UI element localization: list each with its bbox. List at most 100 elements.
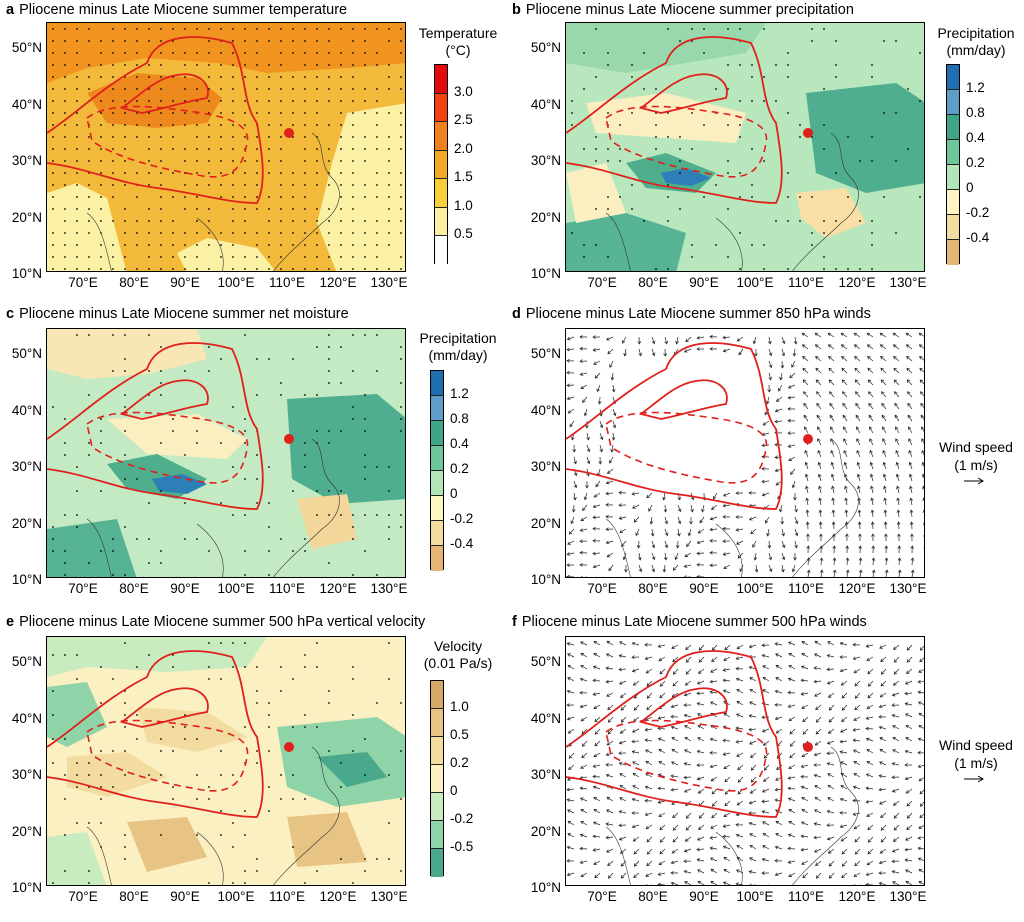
- lat-tick-label: 20°N: [11, 209, 42, 225]
- colorbar-tick-label: 0.5: [454, 226, 473, 242]
- wind-scale-arrow-d: [964, 477, 984, 485]
- lat-tick-label: 30°N: [11, 459, 42, 474]
- lat-tick-label: 10°N: [530, 572, 561, 587]
- colorbar-precipitation-c: [430, 370, 444, 571]
- lon-tick-label: 80°E: [119, 889, 149, 904]
- lat-tick-label: 10°N: [11, 266, 42, 281]
- colorbar-tick-label: 2.5: [454, 112, 473, 128]
- colorbar-tick-label: 0.2: [450, 461, 469, 476]
- coastline: [605, 746, 859, 885]
- site-marker: [803, 434, 813, 444]
- panel-title-b: b Pliocene minus Late Miocene summer prec…: [512, 2, 854, 18]
- colorbar-title-precipitation-b: Precipitation (mm/day): [937, 25, 1015, 58]
- lon-tick-label: 70°E: [68, 581, 98, 596]
- colorbar-tick-label: 1.5: [454, 169, 473, 185]
- lon-tick-label: 90°E: [689, 275, 719, 290]
- colorbar-temperature: [434, 64, 448, 265]
- lat-tick-label: 40°N: [11, 402, 42, 418]
- site-marker: [284, 128, 294, 138]
- lat-tick-label: 10°N: [11, 572, 42, 587]
- colorbar-tick-label: -0.4: [450, 536, 474, 551]
- lon-tick-label: 100°E: [736, 581, 774, 596]
- colorbar-tick-label: 3.0: [454, 83, 473, 99]
- colorbar-tick-label: 0.2: [966, 155, 985, 170]
- temperature-field: [47, 23, 405, 271]
- coastline: [605, 438, 859, 577]
- lon-tick-label: 90°E: [689, 581, 719, 596]
- lon-tick-label: 120°E: [319, 581, 357, 596]
- lat-tick-label: 10°N: [11, 880, 42, 895]
- lon-tick-label: 110°E: [788, 889, 824, 904]
- lon-tick-label: 80°E: [638, 581, 668, 596]
- lat-tick-label: 40°N: [530, 96, 561, 112]
- colorbar-title-temperature: Temperature (°C): [418, 25, 498, 58]
- lon-tick-label: 130°E: [889, 275, 927, 290]
- colorbar-tick-label: -0.4: [966, 230, 990, 245]
- lon-tick-label: 90°E: [689, 889, 719, 904]
- lat-tick-label: 20°N: [11, 515, 42, 531]
- coastline: [86, 438, 340, 577]
- coastline: [86, 132, 340, 271]
- colorbar-tick-label: 1.0: [450, 699, 469, 714]
- plateau-contours: [47, 342, 340, 577]
- lon-tick-label: 110°E: [269, 889, 305, 904]
- lat-tick-label: 20°N: [530, 209, 561, 225]
- lat-tick-label: 40°N: [530, 710, 561, 726]
- lat-tick-label: 50°N: [11, 40, 42, 55]
- lat-tick-label: 30°N: [530, 767, 561, 782]
- site-marker: [803, 128, 813, 138]
- lat-tick-label: 40°N: [11, 710, 42, 726]
- lat-tick-label: 20°N: [530, 823, 561, 839]
- colorbar-tick-label: 1.2: [966, 80, 985, 95]
- map-temperature: [46, 22, 406, 272]
- lat-tick-label: 50°N: [530, 654, 561, 669]
- colorbar-tick-label: -0.2: [450, 511, 474, 526]
- map-500hpa-winds: [565, 636, 925, 886]
- colorbar-tick-label: 0.4: [450, 436, 469, 451]
- lon-tick-label: 130°E: [889, 889, 927, 904]
- lon-tick-label: 100°E: [217, 581, 255, 596]
- wind-scale-arrow-f: [964, 775, 984, 783]
- lon-tick-label: 80°E: [638, 889, 668, 904]
- wind-vectors-850: [566, 332, 924, 577]
- lat-tick-label: 50°N: [11, 346, 42, 361]
- colorbar-tick-label: 1.0: [454, 197, 473, 213]
- plateau-contours: [47, 36, 340, 271]
- colorbar-title-velocity: Velocity (0.01 Pa/s): [423, 638, 493, 671]
- colorbar-tick-label: 0.8: [966, 105, 985, 120]
- coastline: [86, 746, 340, 885]
- colorbar-tick-label: 0: [450, 783, 458, 798]
- plateau-contours: [566, 650, 859, 885]
- colorbar-tick-label: 1.2: [450, 386, 469, 401]
- colorbar-tick-label: 2.0: [454, 140, 473, 156]
- lon-tick-label: 90°E: [170, 275, 200, 290]
- lat-tick-label: 40°N: [11, 96, 42, 112]
- lon-tick-label: 120°E: [838, 581, 876, 596]
- lon-tick-label: 130°E: [889, 581, 927, 596]
- lat-tick-label: 40°N: [530, 402, 561, 418]
- plateau-contours: [566, 342, 859, 577]
- winds-850-field: [566, 329, 924, 577]
- lat-tick-label: 30°N: [11, 153, 42, 168]
- stipple-c: [52, 334, 402, 576]
- lon-tick-label: 130°E: [370, 275, 408, 290]
- lon-tick-label: 100°E: [217, 275, 255, 290]
- plateau-contours: [566, 36, 859, 271]
- colorbar-tick-label: 0.4: [966, 130, 985, 145]
- colorbar-tick-label: 0.2: [450, 755, 469, 770]
- net-moisture-field: [47, 329, 405, 577]
- lat-tick-label: 50°N: [11, 654, 42, 669]
- wind-scale-legend-f: Wind speed (1 m/s): [939, 737, 1013, 771]
- lon-tick-label: 100°E: [217, 889, 255, 904]
- lon-tick-label: 120°E: [319, 275, 357, 290]
- lat-tick-label: 10°N: [530, 880, 561, 895]
- precipitation-field: [566, 23, 924, 271]
- plateau-contours: [47, 650, 340, 885]
- lon-tick-label: 70°E: [587, 275, 617, 290]
- panel-title-c: c Pliocene minus Late Miocene summer net …: [6, 306, 349, 322]
- map-850hpa-winds: [565, 328, 925, 578]
- colorbar-title-precipitation-c: Precipitation (mm/day): [419, 330, 497, 363]
- site-marker: [284, 742, 294, 752]
- colorbar-tick-label: -0.2: [966, 205, 990, 220]
- site-marker: [284, 434, 294, 444]
